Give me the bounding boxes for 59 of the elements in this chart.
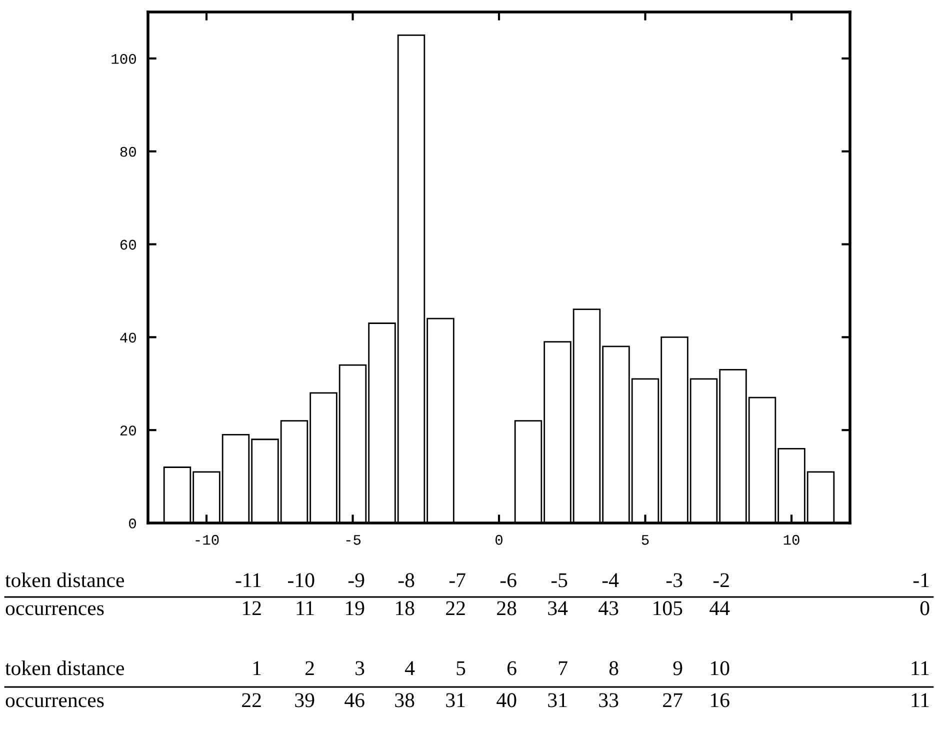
text: 9 bbox=[673, 661, 682, 676]
text: 11 bbox=[912, 661, 929, 676]
text: 22 bbox=[242, 693, 261, 708]
text: 33 bbox=[599, 693, 618, 708]
text: 10 bbox=[711, 661, 730, 676]
text: -1 bbox=[913, 573, 929, 588]
text: -9 bbox=[348, 573, 364, 588]
text: -5 bbox=[551, 573, 568, 588]
text: 11 bbox=[296, 601, 314, 616]
text: 31 bbox=[548, 693, 567, 708]
text: 0 bbox=[920, 601, 930, 616]
text: 12 bbox=[243, 601, 261, 616]
text: 7 bbox=[558, 661, 568, 676]
text: 46 bbox=[344, 693, 364, 708]
text: 5 bbox=[456, 661, 466, 676]
text: 34 bbox=[548, 601, 568, 616]
text: 31 bbox=[446, 693, 465, 708]
text: 18 bbox=[396, 601, 414, 616]
text: 16 bbox=[711, 693, 730, 708]
text: 39 bbox=[295, 693, 314, 708]
text: 40 bbox=[496, 693, 516, 708]
text: token distance bbox=[5, 572, 124, 588]
text: -6 bbox=[500, 573, 516, 588]
y-tick-label: 60 bbox=[120, 240, 136, 250]
text: occurrences bbox=[6, 605, 104, 616]
x-tick-label: -10 bbox=[196, 534, 219, 545]
text: 2 bbox=[306, 661, 314, 676]
text: 19 bbox=[346, 601, 364, 616]
text: 28 bbox=[497, 601, 516, 616]
text: -8 bbox=[398, 573, 414, 588]
text: 8 bbox=[609, 661, 618, 676]
text: token distance bbox=[5, 660, 124, 676]
text: 27 bbox=[663, 693, 682, 708]
text: -7 bbox=[449, 573, 466, 588]
text: 4 bbox=[404, 661, 415, 676]
text: 38 bbox=[395, 693, 414, 708]
y-tick-label: 100 bbox=[112, 54, 136, 64]
text: -10 bbox=[288, 573, 314, 588]
text: 43 bbox=[598, 601, 618, 616]
y-tick-label: 0 bbox=[129, 518, 136, 528]
x-tick-label: 10 bbox=[784, 534, 800, 545]
text: -4 bbox=[602, 573, 619, 588]
text: 3 bbox=[356, 661, 364, 676]
text: 11 bbox=[912, 693, 929, 708]
text: -11 bbox=[236, 573, 261, 588]
text: -2 bbox=[713, 573, 729, 588]
text: -3 bbox=[666, 573, 682, 588]
text: 105 bbox=[654, 601, 682, 616]
x-tick-label: 0 bbox=[496, 534, 502, 545]
text: 44 bbox=[710, 601, 730, 616]
text: 1 bbox=[253, 661, 261, 676]
y-tick-label: 20 bbox=[120, 426, 136, 436]
text: 22 bbox=[446, 601, 465, 616]
x-tick-label: -5 bbox=[346, 535, 361, 545]
y-tick-label: 40 bbox=[120, 332, 136, 343]
text: 6 bbox=[507, 661, 516, 676]
text: occurrences bbox=[6, 697, 104, 708]
y-tick-label: 80 bbox=[120, 146, 136, 157]
x-tick-label: 5 bbox=[642, 535, 649, 545]
